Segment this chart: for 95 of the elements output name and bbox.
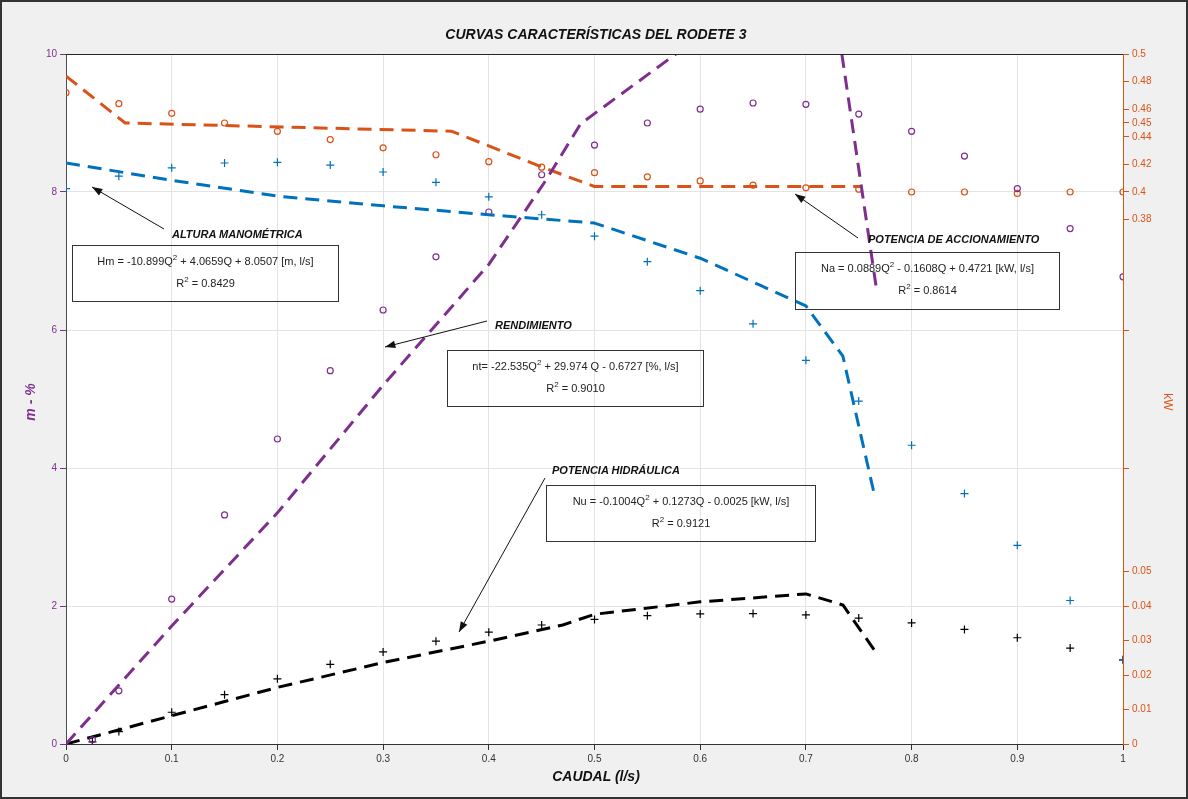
point (960, 152, 969, 160)
point (537, 620, 547, 630)
x-tick-label: 0.6 (693, 752, 708, 764)
y-tick-label: 10 (45, 47, 58, 59)
x-tick-label: 1 (1120, 752, 1127, 764)
point (168, 595, 176, 603)
annotation: Na = 0.0889Q$^{2}$ - 0.1608Q + 0.4721 [kW, l/s] R$^{2}$ = 0.8614 (795, 252, 1060, 310)
point (696, 177, 704, 185)
x-tick-label: 0.8 (904, 752, 919, 764)
x-tick-label: 0.7 (798, 752, 814, 764)
y-tick-label: 0 (51, 737, 58, 749)
point (115, 100, 123, 108)
x-tick-label: 0 (63, 752, 70, 764)
point (379, 306, 387, 314)
point (326, 135, 334, 144)
chart-title: CURVAS CARACTERÍSTICAS DEL RODETE 3 (444, 26, 748, 42)
point (749, 99, 757, 107)
y2-tick-label: 0.46 (1132, 102, 1152, 114)
x-axis-title: CAUDAL (l/s) (551, 768, 641, 784)
point (167, 163, 177, 173)
annotation: ALTURA MANOMÉTRICA (172, 228, 303, 240)
y2-tick-label: 0.38 (1132, 213, 1152, 225)
y2-tick-label: 0.45 (1132, 116, 1152, 128)
y2-tick-label: 0.44 (1132, 130, 1152, 142)
y3-tick-label: 0.02 (1132, 668, 1152, 680)
y2-tick-label: 0.48 (1132, 75, 1152, 87)
point (485, 158, 493, 166)
point (538, 171, 546, 179)
point (1066, 188, 1074, 196)
annotation: POTENCIA HIDRÁULICA (552, 464, 680, 476)
point (748, 319, 758, 329)
point (908, 127, 916, 135)
point (643, 119, 651, 127)
y-tick-label: 6 (51, 323, 58, 335)
point (908, 188, 916, 196)
point (696, 105, 704, 113)
point (1013, 189, 1021, 197)
point (801, 610, 811, 620)
point (325, 160, 335, 170)
point (431, 177, 441, 187)
point (326, 367, 334, 375)
point (220, 119, 229, 127)
y2-tick-label: 0.42 (1132, 158, 1152, 170)
y2-tick-label: 0.5 (1132, 47, 1147, 59)
point (854, 396, 864, 406)
y-tick-label: 2 (51, 599, 58, 611)
y-tick-label: 8 (51, 185, 58, 197)
x-tick-label: 0.1 (164, 752, 180, 764)
y3-tick-label: 0 (1132, 737, 1138, 749)
point (378, 647, 388, 657)
point (854, 613, 864, 623)
point (432, 253, 440, 261)
annotation: nt= -22.535Q$^{2}$ + 29.974 Q - 0.6727 [%, l/s] R$^{2}$ = 0.9010 (447, 350, 704, 407)
y2-axis-title: kW (1161, 393, 1175, 411)
point (802, 100, 810, 108)
point (590, 169, 599, 177)
point (907, 618, 917, 628)
y3-tick-label: 0.04 (1132, 599, 1152, 611)
x-tick-label: 0.4 (481, 752, 497, 764)
point (273, 435, 281, 443)
x-tick-label: 0.2 (270, 752, 285, 764)
point (432, 151, 440, 159)
point (168, 109, 176, 117)
point (695, 609, 705, 619)
point (801, 355, 811, 365)
point (431, 636, 441, 646)
point (1066, 224, 1074, 233)
point (802, 184, 810, 192)
point (538, 163, 546, 171)
point (220, 511, 229, 519)
x-tick-label: 0.5 (587, 752, 602, 764)
y3-tick-label: 0.01 (1132, 703, 1152, 715)
annotation: Nu = -0.1004Q$^{2}$ + 0.1273Q - 0.0025 [kW, l/s] R$^{2}$ = 0.9121 (546, 485, 816, 542)
point (855, 110, 863, 118)
point (749, 181, 757, 189)
point (590, 141, 599, 149)
point (115, 687, 123, 695)
x-tick-label: 0.9 (1010, 752, 1025, 764)
point (378, 167, 388, 177)
point (379, 144, 387, 152)
x-tick-label: 0.3 (376, 752, 391, 764)
y3-tick-label: 0.03 (1132, 634, 1152, 646)
y3-tick-label: 0.05 (1132, 565, 1152, 577)
point (219, 158, 230, 168)
point (960, 188, 969, 196)
point (1013, 184, 1021, 193)
annotation: RENDIMIENTO (495, 319, 572, 331)
point (1065, 643, 1075, 653)
y-tick-label: 4 (51, 461, 58, 473)
y2-tick-label: 0.4 (1132, 185, 1147, 197)
point (273, 127, 281, 135)
point (643, 173, 651, 181)
point (748, 608, 758, 619)
y-axis-title: m - % (22, 383, 38, 421)
annotation: Hm = -10.899Q$^{2}$ + 4.0659Q + 8.0507 [m, l/s] R$^{2}$ = 0.8429 (72, 245, 339, 302)
